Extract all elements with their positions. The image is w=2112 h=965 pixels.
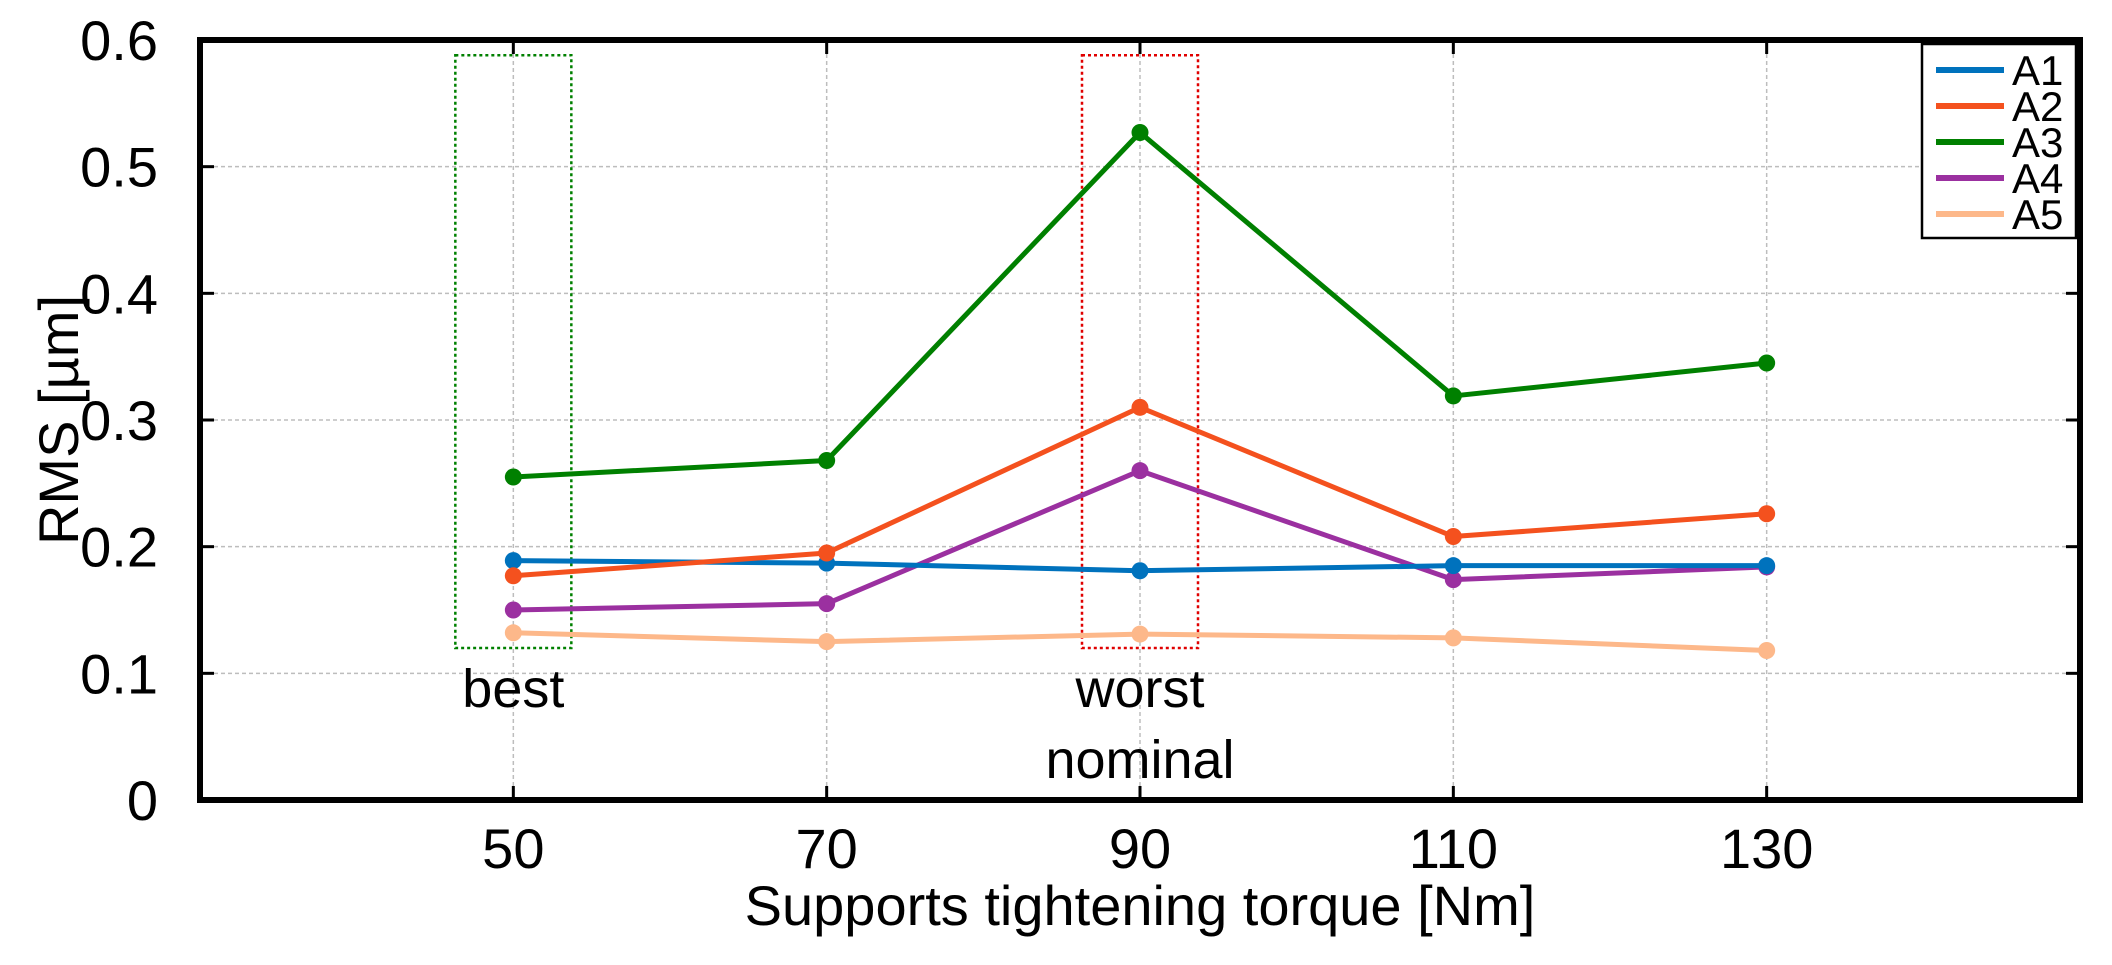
data-point-A4	[1444, 571, 1462, 589]
y-tick-label: 0	[127, 769, 158, 832]
x-tick-label: 110	[1409, 817, 1498, 880]
legend-label: A3	[2012, 119, 2063, 166]
x-tick-label: 130	[1720, 817, 1813, 880]
data-point-A2	[1758, 505, 1776, 523]
y-tick-label: 0.2	[80, 516, 158, 579]
data-point-A1	[1758, 557, 1776, 575]
x-tick-label: 70	[796, 817, 858, 880]
data-point-A3	[1758, 354, 1776, 372]
data-point-A3	[504, 468, 522, 486]
y-tick-label: 0.1	[80, 642, 158, 705]
data-point-A3	[1131, 123, 1149, 141]
data-point-A2	[1131, 398, 1149, 416]
data-point-A2	[1444, 528, 1462, 546]
data-point-A3	[1444, 387, 1462, 405]
annotation-sublabel-worst: nominal	[1045, 730, 1234, 790]
legend-label: A1	[2012, 47, 2063, 94]
series-A3	[504, 123, 1776, 486]
data-point-A2	[818, 544, 836, 562]
data-point-A1	[1131, 562, 1149, 580]
legend-item-A5: A5	[1936, 191, 2063, 238]
data-point-A5	[1758, 642, 1776, 660]
data-series	[504, 123, 1776, 660]
data-point-A4	[1131, 462, 1149, 480]
data-point-A2	[504, 567, 522, 585]
legend-item-A1: A1	[1936, 47, 2063, 94]
x-tick-label: 90	[1109, 817, 1171, 880]
legend-item-A4: A4	[1936, 155, 2063, 202]
data-point-A3	[818, 452, 836, 470]
plot-frame	[197, 37, 2083, 803]
series-A2	[504, 398, 1776, 585]
legend-label: A2	[2012, 83, 2063, 130]
data-point-A5	[1444, 629, 1462, 647]
legend-label: A5	[2012, 191, 2063, 238]
data-point-A4	[818, 595, 836, 613]
series-A5	[504, 624, 1776, 660]
y-tick-label: 0.5	[80, 136, 158, 199]
data-point-A4	[504, 601, 522, 619]
x-tick-labels: 50 70 90 110 130	[482, 817, 1813, 880]
x-tick-label: 50	[482, 817, 544, 880]
y-tick-label: 0.6	[80, 9, 158, 72]
data-point-A5	[1131, 625, 1149, 643]
legend-item-A2: A2	[1936, 83, 2063, 130]
x-axis-label: Supports tightening torque [Nm]	[745, 874, 1536, 937]
annotation-labels: best worst nominal	[462, 659, 1234, 790]
legend-item-A3: A3	[1936, 119, 2063, 166]
y-axis-label: RMS [µm]	[27, 295, 90, 545]
annotation-label-worst: worst	[1074, 659, 1204, 719]
data-point-A5	[818, 633, 836, 651]
data-point-A1	[504, 552, 522, 570]
legend-label: A4	[2012, 155, 2063, 202]
data-point-A5	[504, 624, 522, 642]
annotation-label-best: best	[462, 659, 564, 719]
y-tick-labels: 0 0.1 0.2 0.3 0.4 0.5 0.6	[80, 9, 158, 832]
y-tick-label: 0.4	[80, 262, 158, 325]
data-point-A1	[1444, 557, 1462, 575]
y-tick-label: 0.3	[80, 389, 158, 452]
